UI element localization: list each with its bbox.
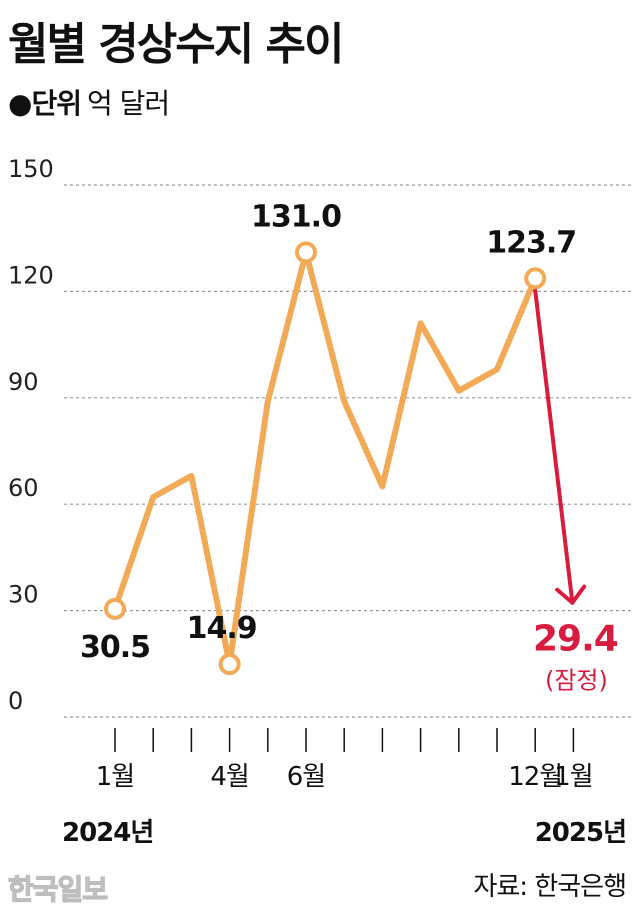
data-label: 30.5: [80, 630, 150, 665]
unit-value: 억 달러: [86, 87, 170, 120]
year-label-2025: 2025년: [534, 818, 627, 848]
y-tick-label: 90: [8, 368, 39, 396]
x-tick-label: 12월: [508, 762, 562, 792]
data-label: 14.9: [187, 611, 257, 646]
y-tick-label: 150: [8, 155, 54, 183]
data-point-marker: [524, 267, 547, 290]
y-tick-label: 30: [8, 581, 39, 609]
data-label-highlight: 29.4: [533, 619, 618, 660]
y-tick-label: 60: [8, 474, 39, 502]
bullet-icon: ●: [8, 87, 32, 120]
data-point-marker: [104, 597, 126, 620]
provisional-note: (잠정): [545, 667, 608, 695]
series-line: [112, 249, 539, 668]
y-tick-label: 0: [8, 687, 23, 715]
source-note: 자료: 한국은행: [473, 872, 627, 902]
y-tick-label: 120: [8, 261, 54, 289]
drop-arrow-head: [555, 584, 587, 605]
publisher-logo: 한국일보: [7, 872, 108, 906]
x-tick-label: 6월: [287, 762, 325, 792]
drop-arrow-line: [533, 288, 575, 605]
x-tick-label: 4월: [210, 762, 248, 792]
x-tick-label: 1월: [96, 762, 134, 792]
data-label: 131.0: [251, 199, 341, 234]
x-tick-label: 1월: [554, 762, 592, 792]
chart-title: 월별 경상수지 추이: [8, 19, 344, 70]
unit-key: 단위: [31, 87, 82, 120]
data-point-marker: [218, 653, 241, 676]
unit-label: ●단위 억 달러: [8, 82, 170, 122]
data-point-marker: [295, 241, 317, 264]
year-label-2024: 2024년: [62, 818, 154, 848]
data-label: 123.7: [486, 225, 576, 260]
